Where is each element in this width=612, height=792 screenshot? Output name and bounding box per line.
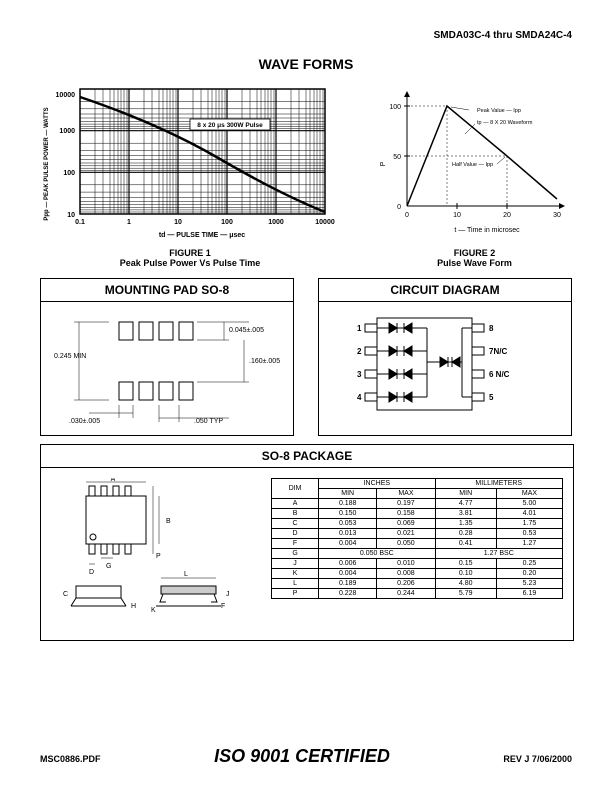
svg-text:1: 1: [357, 324, 362, 333]
mounting-pad-diagram: 0.045±.005 .160±.005 0.245 MIN .030±.005…: [49, 310, 285, 425]
fig1-annotation: 8 x 20 μs 300W Pulse: [197, 122, 263, 129]
svg-text:H: H: [131, 603, 136, 610]
circuit-diagram: 1 2 3 4 8 7N/C 6 N/C 5: [327, 310, 563, 425]
svg-text:G: G: [106, 563, 111, 570]
svg-text:1000: 1000: [59, 128, 75, 135]
svg-text:5: 5: [489, 393, 494, 402]
table-row: G0.050 BSC1.27 BSC: [272, 549, 563, 559]
page-title: WAVE FORMS: [40, 56, 572, 72]
waveforms-row: Ppp — PEAK PULSE POWER — WATTS: [40, 84, 572, 268]
svg-text:P: P: [156, 553, 161, 560]
package-table: DIM INCHES MILLIMETERS MIN MAX MIN MAX A…: [271, 478, 563, 630]
svg-text:0: 0: [397, 204, 401, 211]
package-title: SO-8 PACKAGE: [41, 445, 573, 468]
table-row: D0.0130.0210.280.53: [272, 529, 563, 539]
svg-text:8: 8: [489, 324, 494, 333]
footer: MSC0886.PDF ISO 9001 CERTIFIED REV J 7/0…: [40, 746, 572, 767]
footer-left: MSC0886.PDF: [40, 754, 101, 764]
svg-text:1: 1: [127, 219, 131, 226]
mounting-dim4: .030±.005: [69, 418, 100, 425]
fig1-title2: Peak Pulse Power Vs Pulse Time: [40, 258, 340, 268]
svg-text:10: 10: [453, 212, 461, 219]
svg-text:D: D: [89, 569, 94, 576]
svg-text:100: 100: [221, 219, 233, 226]
svg-text:100: 100: [389, 104, 401, 111]
fig2-annot3: Half Value — Ipp: [452, 162, 493, 168]
svg-text:10000: 10000: [56, 92, 76, 99]
fig2-title1: FIGURE 2: [377, 248, 572, 258]
svg-text:2: 2: [357, 347, 362, 356]
circuit-section: CIRCUIT DIAGRAM: [318, 278, 572, 436]
fig2-xlabel: t — Time in microsec: [454, 227, 520, 234]
svg-text:C: C: [63, 591, 68, 598]
package-drawings: A B P G D C H L K J F: [51, 478, 251, 630]
figure-1-chart: Ppp — PEAK PULSE POWER — WATTS: [40, 84, 340, 244]
svg-text:30: 30: [553, 212, 561, 219]
svg-text:B: B: [166, 518, 171, 525]
fig1-xlabel: td — PULSE TIME — μsec: [159, 232, 245, 239]
table-row: K0.0040.0080.100.20: [272, 569, 563, 579]
package-section: SO-8 PACKAGE: [40, 444, 574, 641]
svg-text:10: 10: [174, 219, 182, 226]
mounting-pad-section: MOUNTING PAD SO-8: [40, 278, 294, 436]
svg-text:6 N/C: 6 N/C: [489, 370, 510, 379]
svg-text:K: K: [151, 607, 156, 614]
table-row: F0.0040.0500.411.27: [272, 539, 563, 549]
mounting-circuit-row: MOUNTING PAD SO-8: [40, 278, 572, 436]
mounting-title: MOUNTING PAD SO-8: [41, 279, 293, 302]
dimension-table: DIM INCHES MILLIMETERS MIN MAX MIN MAX A…: [271, 478, 563, 599]
footer-right: REV J 7/06/2000: [503, 754, 572, 764]
fig2-annot2: tp — 8 X 20 Waveform: [477, 120, 533, 126]
mounting-dim1: 0.045±.005: [229, 327, 264, 334]
svg-text:1000: 1000: [268, 219, 284, 226]
svg-text:50: 50: [393, 154, 401, 161]
table-row: B0.1500.1583.814.01: [272, 509, 563, 519]
mounting-dim3: 0.245 MIN: [54, 353, 86, 360]
fig2-title2: Pulse Wave Form: [377, 258, 572, 268]
svg-text:J: J: [226, 591, 230, 598]
svg-text:10: 10: [67, 212, 75, 219]
svg-text:F: F: [221, 603, 225, 610]
table-row: A0.1880.1974.775.00: [272, 499, 563, 509]
circuit-title: CIRCUIT DIAGRAM: [319, 279, 571, 302]
header-part-range: SMDA03C-4 thru SMDA24C-4: [40, 30, 572, 41]
mounting-dim5: .050 TYP: [194, 418, 223, 425]
svg-text:100: 100: [63, 170, 75, 177]
svg-text:20: 20: [503, 212, 511, 219]
table-row: J0.0060.0100.150.25: [272, 559, 563, 569]
svg-text:3: 3: [357, 370, 362, 379]
table-row: C0.0530.0691.351.75: [272, 519, 563, 529]
mounting-dim2: .160±.005: [249, 358, 280, 365]
table-row: L0.1890.2064.805.23: [272, 579, 563, 589]
figure-1: Ppp — PEAK PULSE POWER — WATTS: [40, 84, 340, 268]
figure-2-chart: P 100 50 0 0 10 20: [377, 84, 572, 244]
svg-text:L: L: [184, 571, 188, 578]
fig1-ylabel: Ppp — PEAK PULSE POWER — WATTS: [44, 107, 50, 220]
svg-text:0.1: 0.1: [75, 219, 85, 226]
table-row: P0.2280.2445.796.19: [272, 589, 563, 599]
svg-text:4: 4: [357, 393, 362, 402]
fig1-title1: FIGURE 1: [40, 248, 340, 258]
svg-text:10000: 10000: [315, 219, 335, 226]
figure-2: P 100 50 0 0 10 20: [377, 84, 572, 268]
fig2-ylabel: P: [380, 161, 387, 166]
footer-center: ISO 9001 CERTIFIED: [214, 746, 390, 767]
svg-text:7N/C: 7N/C: [489, 347, 507, 356]
svg-text:A: A: [111, 478, 116, 483]
svg-text:0: 0: [405, 212, 409, 219]
fig2-annot1: Peak Value — Ipp: [477, 108, 521, 114]
